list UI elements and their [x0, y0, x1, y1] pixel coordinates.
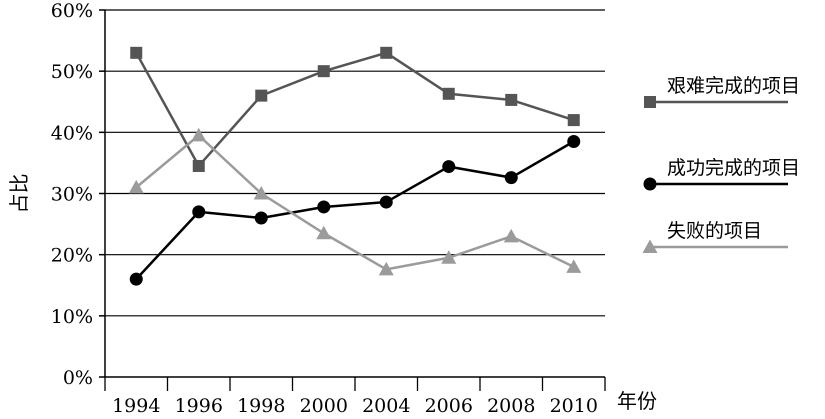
data-point	[505, 93, 518, 106]
data-point	[316, 225, 332, 240]
data-point	[567, 114, 580, 127]
y-tick-label: 20%	[51, 245, 93, 267]
data-point	[317, 65, 330, 78]
data-point	[192, 159, 205, 172]
series-2	[129, 135, 581, 286]
series-line	[135, 134, 575, 271]
data-point	[441, 250, 457, 264]
legend-label: 成功完成的项目	[667, 157, 800, 179]
y-tick-label: 50%	[51, 61, 93, 83]
x-axis-label: 年份	[617, 389, 657, 413]
data-point	[504, 171, 518, 185]
x-tick-label: 2010	[550, 395, 598, 417]
series-line	[135, 140, 575, 280]
axes	[99, 9, 606, 391]
gridlines	[105, 9, 605, 317]
series-3	[128, 127, 582, 276]
data-point	[567, 135, 581, 149]
x-tick-label: 2004	[362, 395, 410, 417]
series-1	[130, 46, 580, 172]
series-group	[128, 46, 582, 286]
data-point	[442, 87, 455, 100]
y-tick-label: 30%	[51, 184, 93, 206]
data-point	[379, 195, 393, 209]
data-point	[255, 89, 268, 102]
data-point	[503, 228, 519, 243]
y-axis-label: 占比	[7, 174, 31, 214]
data-point	[191, 127, 207, 142]
legend-label: 艰难完成的项目	[667, 75, 800, 97]
x-tick-label: 2000	[300, 395, 348, 417]
data-point	[254, 211, 268, 225]
legend-entry: 成功完成的项目	[643, 157, 800, 191]
x-tick-label: 1994	[112, 395, 160, 417]
legend-marker	[643, 177, 657, 191]
y-tick-label: 0%	[63, 367, 93, 389]
y-tick-label: 40%	[51, 122, 93, 144]
x-tick-labels: 1994 1996 1998 2000 2004 2006 2008 2010	[112, 395, 598, 417]
y-tick-label: 60%	[51, 0, 93, 22]
x-tick-label: 2008	[487, 395, 535, 417]
legend-entry: 艰难完成的项目	[644, 75, 800, 108]
data-point	[317, 200, 331, 214]
data-point	[192, 205, 206, 219]
data-point	[380, 46, 393, 59]
y-tick-labels: 0% 10% 20% 30% 40% 50% 60%	[51, 0, 93, 389]
x-tick-label: 1998	[237, 395, 285, 417]
x-tick-label: 1996	[175, 395, 223, 417]
data-point	[128, 179, 144, 194]
data-point	[129, 272, 143, 286]
data-point	[378, 261, 394, 276]
legend-marker	[644, 96, 656, 108]
x-tick-label: 2006	[425, 395, 473, 417]
y-tick-label: 10%	[51, 306, 93, 328]
data-point	[442, 160, 456, 174]
legend-marker	[642, 239, 658, 253]
legend-label: 失败的项目	[667, 220, 762, 242]
data-point	[130, 46, 143, 59]
legend-entry: 失败的项目	[642, 220, 788, 253]
series-line	[135, 51, 575, 168]
data-point	[253, 186, 269, 200]
data-point	[566, 259, 582, 273]
